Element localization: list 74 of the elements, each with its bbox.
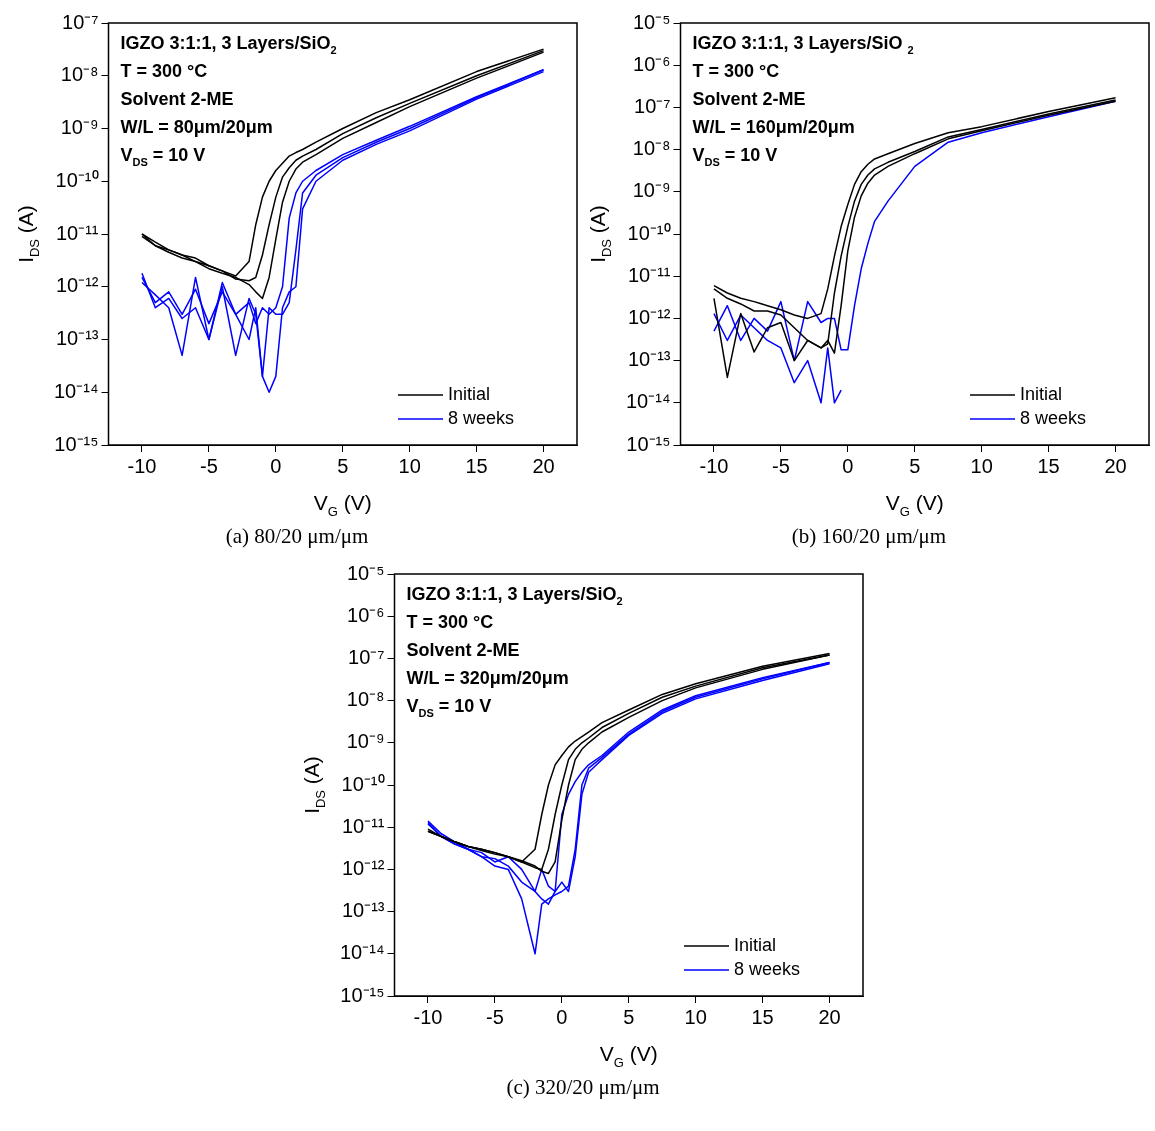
x-tick-label: 5 [623,1005,635,1028]
y-tick-label: 10⁻¹⁴ [54,379,99,402]
y-tick-label: 10⁻¹² [55,274,99,297]
y-tick-label: 10⁻⁹ [632,179,671,202]
x-tick-label: -5 [199,454,218,477]
y-tick-label: 10⁻⁸ [346,688,385,711]
x-tick-label: -10 [127,454,157,477]
text: (b) 160/20 μm/μm [790,524,948,549]
legend-label: Initial [1020,383,1063,404]
x-tick-label: 10 [398,454,421,477]
y-axis-title: IDS (A) [14,205,43,263]
y-tick-label: 10⁻¹⁴ [626,390,671,413]
annotation: W/L = 320μm/20μm [406,668,569,688]
y-tick-label: 10⁻¹⁵ [54,432,99,455]
y-tick-label: 10⁻¹⁴ [340,941,385,964]
text: (c) 320/20 μm/μm [505,1075,661,1100]
annotation: T = 300 °C [406,612,494,632]
x-tick-label: 5 [909,454,921,477]
y-tick-label: 10⁻⁸ [60,63,99,86]
x-tick-label: 20 [532,454,555,477]
y-tick-label: 10⁻¹⁰ [341,772,385,795]
legend-label: Initial [448,383,491,404]
y-tick-label: 10⁻¹¹ [627,263,671,286]
y-tick-label: 10⁻¹⁰ [55,168,99,191]
x-tick-label: 15 [751,1005,774,1028]
y-tick-label: 10⁻¹¹ [55,221,99,244]
x-tick-label: 0 [270,454,282,477]
x-tick-label: 5 [337,454,349,477]
y-tick-label: 10⁻¹³ [341,899,385,922]
y-tick-label: 10⁻¹¹ [341,814,385,837]
x-tick-label: -10 [699,454,729,477]
x-tick-label: 0 [842,454,854,477]
annotation: Solvent 2-ME [406,640,520,660]
y-tick-label: 10⁻⁷ [62,10,99,33]
annotation: T = 300 °C [120,61,208,81]
annotation: IGZO 3:1:1, 3 Layers/SiO 2 [692,33,914,57]
legend-label: 8 weeks [448,407,515,428]
y-tick-label: 10⁻⁷ [348,645,385,668]
y-tick-label: 10⁻⁶ [347,603,385,626]
y-tick-label: 10⁻⁶ [633,52,671,75]
x-tick-label: 20 [1104,454,1127,477]
y-tick-label: 10⁻¹⁵ [340,983,385,1006]
y-axis-title: IDS (A) [586,205,615,263]
x-tick-label: 10 [970,454,993,477]
annotation: T = 300 °C [692,61,780,81]
y-tick-label: 10⁻⁵ [632,10,671,33]
x-tick-label: 10 [684,1005,707,1028]
legend-label: Initial [734,934,777,955]
annotation: W/L = 160μm/20μm [692,117,855,137]
y-tick-label: 10⁻¹⁰ [627,221,671,244]
x-tick-label: 15 [465,454,488,477]
text: (a) 80/20 μm/μm [224,524,370,549]
y-tick-label: 10⁻¹⁵ [626,432,671,455]
x-tick-label: 15 [1037,454,1060,477]
y-tick-label: 10⁻¹³ [55,327,99,350]
y-tick-label: 10⁻⁷ [634,94,671,117]
y-tick-label: 10⁻¹² [341,856,385,879]
x-tick-label: -5 [771,454,790,477]
annotation: W/L = 80μm/20μm [120,117,273,137]
y-axis-title: IDS (A) [300,756,329,814]
y-tick-label: 10⁻⁵ [346,561,385,584]
x-tick-label: -10 [413,1005,443,1028]
y-tick-label: 10⁻⁹ [346,730,385,753]
x-tick-label: 0 [556,1005,568,1028]
x-tick-label: -5 [485,1005,504,1028]
y-tick-label: 10⁻¹³ [627,348,671,371]
y-tick-label: 10⁻⁸ [632,137,671,160]
legend-label: 8 weeks [734,958,801,979]
annotation: Solvent 2-ME [120,89,234,109]
y-tick-label: 10⁻¹² [627,305,671,328]
annotation: Solvent 2-ME [692,89,806,109]
legend-label: 8 weeks [1020,407,1087,428]
y-tick-label: 10⁻⁹ [60,116,99,139]
x-tick-label: 20 [818,1005,841,1028]
